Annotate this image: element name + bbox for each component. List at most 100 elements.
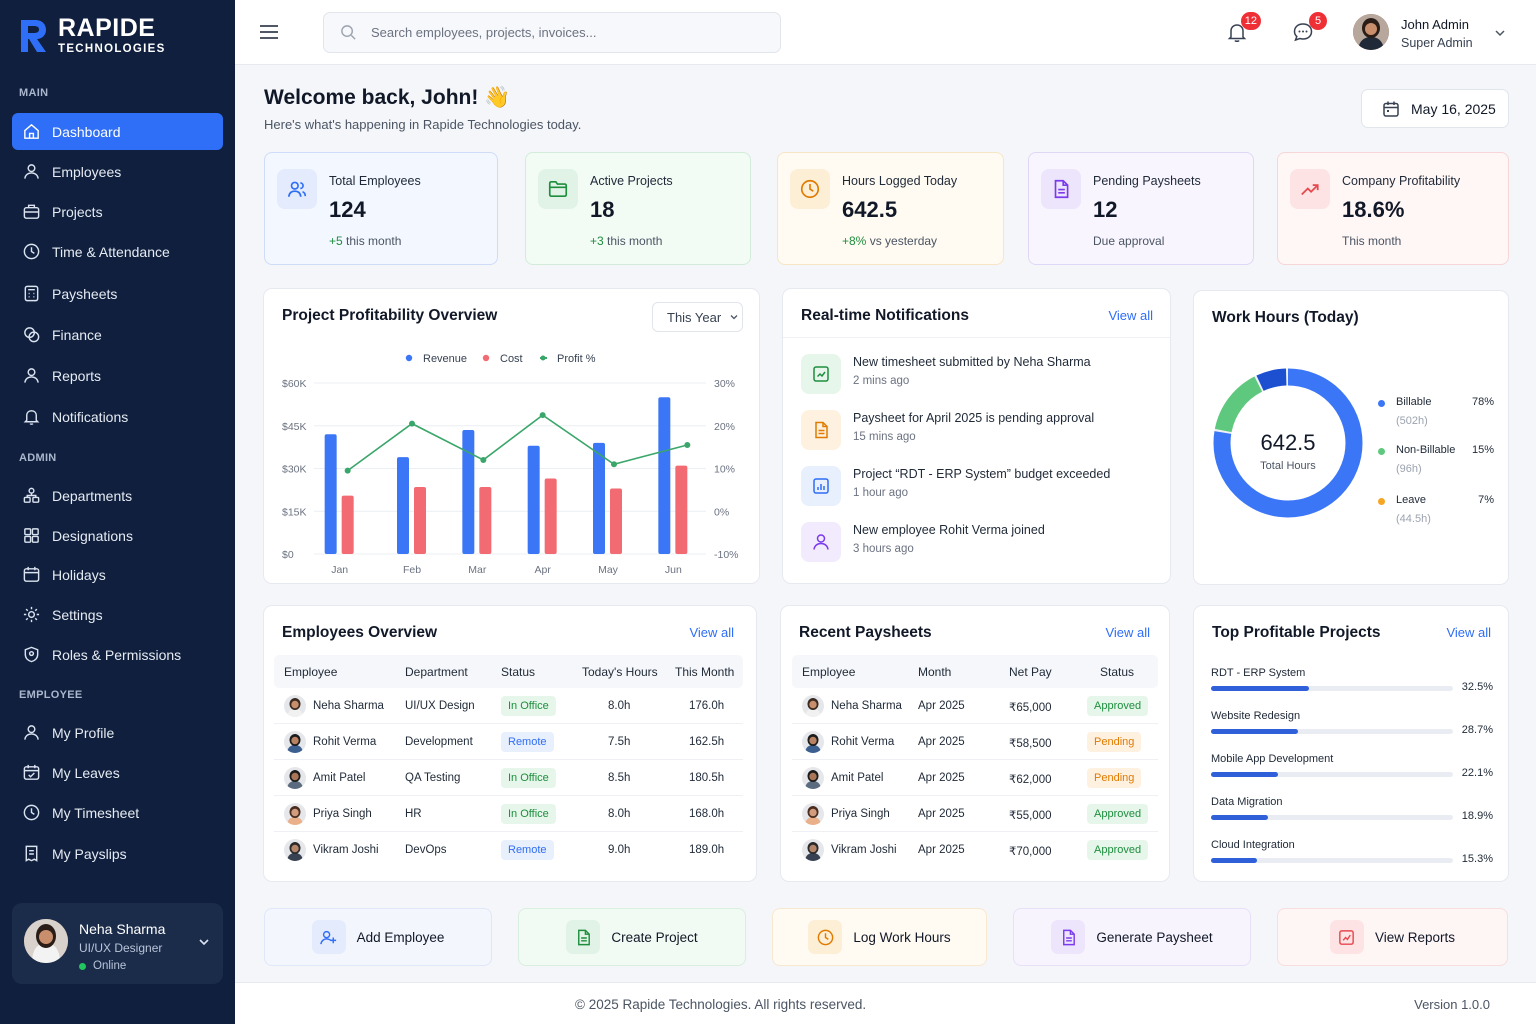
bar-revenue-jan[interactable]: [324, 434, 337, 554]
sidebar-item-label: Dashboard: [52, 123, 121, 140]
bar-cost-feb[interactable]: [414, 487, 426, 554]
bar-cost-may[interactable]: [610, 488, 622, 554]
sidebar-item-finance[interactable]: Finance: [12, 316, 223, 353]
header-user-name[interactable]: John Admin: [1401, 17, 1469, 32]
sidebar-item-projects[interactable]: Projects: [12, 193, 223, 230]
bar-cost-mar[interactable]: [479, 487, 492, 554]
quick-action-generate-paysheet[interactable]: Generate Paysheet: [1013, 908, 1251, 966]
profit-point-jan[interactable]: [344, 467, 351, 474]
messages-button[interactable]: 5: [1291, 12, 1327, 44]
profit-point-mar[interactable]: [480, 456, 487, 463]
sidebar-item-my-profile[interactable]: My Profile: [12, 714, 223, 751]
donut-segment-billable[interactable]: [1213, 368, 1363, 518]
sidebar-item-time-attendance[interactable]: Time & Attendance: [12, 233, 223, 270]
search-input[interactable]: [371, 25, 751, 40]
sidebar-item-my-leaves[interactable]: My Leaves: [12, 754, 223, 791]
sidebar-item-label: My Payslips: [52, 845, 127, 862]
bar-cost-jan[interactable]: [341, 495, 354, 554]
project-item[interactable]: Cloud Integration 15.3%: [1211, 839, 1493, 879]
table-row[interactable]: Priya Singh Apr 2025 ₹55,000 Approved: [792, 796, 1158, 832]
employees-view-all-link[interactable]: View all: [689, 625, 734, 640]
chevron-down-icon[interactable]: [1493, 26, 1507, 40]
project-percent: 15.3%: [1461, 853, 1493, 865]
sidebar-item-notifications[interactable]: Notifications: [12, 398, 223, 435]
notifications-button[interactable]: 12: [1225, 12, 1261, 44]
projects-view-all-link[interactable]: View all: [1446, 625, 1491, 640]
table-row[interactable]: Priya Singh HR In Office 8.0h 168.0h: [274, 796, 743, 832]
y-tick-left: $15K: [282, 506, 307, 518]
bar-cost-apr[interactable]: [544, 478, 557, 554]
table-header: Employee Department Status Today's Hours Thi…: [274, 655, 743, 688]
sidebar-item-my-timesheet[interactable]: My Timesheet: [12, 794, 223, 831]
profit-point-may[interactable]: [611, 461, 617, 468]
project-name: Mobile App Development: [1211, 753, 1334, 765]
sidebar-item-designations[interactable]: Designations: [12, 517, 223, 554]
stat-card-pending-paysheets[interactable]: Pending Paysheets 12 Due approval: [1028, 152, 1254, 265]
y-tick-left: $0: [282, 549, 294, 561]
table-row[interactable]: Neha Sharma UI/UX Design In Office 8.0h 176.…: [274, 688, 743, 724]
profit-point-feb[interactable]: [409, 420, 415, 427]
quick-action-log-work-hours[interactable]: Log Work Hours: [772, 908, 987, 966]
profitability-card: Project Profitability Overview This Year…: [263, 288, 760, 584]
notification-item[interactable]: New timesheet submitted by Neha Sharma 2 …: [801, 351, 1161, 399]
quick-action-add-employee[interactable]: Add Employee: [264, 908, 492, 966]
hamburger-menu-icon[interactable]: [259, 22, 279, 42]
stat-card-company-profitability[interactable]: Company Profitability 18.6% This month: [1277, 152, 1509, 265]
sidebar-item-settings[interactable]: Settings: [12, 596, 223, 633]
bar-revenue-feb[interactable]: [397, 457, 409, 554]
project-item[interactable]: Data Migration 18.9%: [1211, 796, 1493, 836]
today-hours: 9.0h: [608, 844, 631, 856]
search-box[interactable]: [323, 12, 781, 53]
table-row[interactable]: Vikram Joshi Apr 2025 ₹70,000 Approved: [792, 832, 1158, 868]
bar-cost-jun[interactable]: [675, 465, 688, 554]
sidebar-item-roles-permissions[interactable]: Roles & Permissions: [12, 636, 223, 673]
stat-label: Company Profitability: [1342, 174, 1461, 188]
project-item[interactable]: Website Redesign 28.7%: [1211, 710, 1493, 750]
sidebar-item-employees[interactable]: Employees: [12, 153, 223, 190]
stat-card-active-projects[interactable]: Active Projects 18 +3 this month: [525, 152, 751, 265]
bar-revenue-apr[interactable]: [527, 445, 540, 554]
profit-point-jun[interactable]: [684, 441, 691, 448]
sidebar-item-reports[interactable]: Reports: [12, 357, 223, 394]
sidebar-item-departments[interactable]: Departments: [12, 477, 223, 514]
sidebar-item-dashboard[interactable]: Dashboard: [12, 113, 223, 150]
table-row[interactable]: Neha Sharma Apr 2025 ₹65,000 Approved: [792, 688, 1158, 724]
table-row[interactable]: Amit Patel Apr 2025 ₹62,000 Pending: [792, 760, 1158, 796]
today-hours: 8.0h: [608, 700, 631, 712]
date-picker[interactable]: May 16, 2025: [1361, 89, 1509, 128]
profit-point-apr[interactable]: [539, 412, 546, 419]
stat-card-total-employees[interactable]: Total Employees 124 +5 this month: [264, 152, 498, 265]
brand-logo[interactable]: RAPIDE TECHNOLOGIES: [18, 16, 166, 56]
sidebar-item-label: Notifications: [52, 408, 129, 425]
card-title: Top Profitable Projects: [1212, 624, 1381, 641]
project-item[interactable]: Mobile App Development 22.1%: [1211, 753, 1493, 793]
net-pay: ₹62,000: [1009, 774, 1052, 786]
chevron-down-icon[interactable]: [197, 935, 211, 949]
table-row[interactable]: Rohit Verma Development Remote 7.5h 162.5h: [274, 724, 743, 760]
paysheets-view-all-link[interactable]: View all: [1105, 625, 1150, 640]
sidebar-item-holidays[interactable]: Holidays: [12, 556, 223, 593]
period-select[interactable]: This Year: [652, 302, 743, 332]
table-row[interactable]: Rohit Verma Apr 2025 ₹58,500 Pending: [792, 724, 1158, 760]
bar-revenue-may[interactable]: [593, 442, 605, 554]
avatar[interactable]: [1353, 14, 1389, 50]
table-row[interactable]: Amit Patel QA Testing In Office 8.5h 180.5h: [274, 760, 743, 796]
stat-label: Pending Paysheets: [1093, 174, 1201, 188]
quick-action-view-reports[interactable]: View Reports: [1277, 908, 1508, 966]
notification-item[interactable]: New employee Rohit Verma joined 3 hours a…: [801, 519, 1161, 567]
notification-item[interactable]: Project “RDT - ERP System” budget exceed…: [801, 463, 1161, 511]
bar-revenue-jun[interactable]: [658, 397, 671, 554]
sidebar-item-my-payslips[interactable]: My Payslips: [12, 835, 223, 872]
sidebar-item-paysheets[interactable]: Paysheets: [12, 275, 223, 312]
notification-item[interactable]: Paysheet for April 2025 is pending appro…: [801, 407, 1161, 455]
employee-department: Development: [405, 736, 473, 748]
quick-action-create-project[interactable]: Create Project: [518, 908, 746, 966]
page-subtitle: Here's what's happening in Rapide Techno…: [264, 117, 582, 132]
project-item[interactable]: RDT - ERP System 32.5%: [1211, 667, 1493, 707]
column-header: Employee: [284, 665, 338, 679]
notifications-view-all-link[interactable]: View all: [1108, 308, 1153, 323]
table-row[interactable]: Vikram Joshi DevOps Remote 9.0h 189.0h: [274, 832, 743, 868]
stat-card-hours-logged[interactable]: Hours Logged Today 642.5 +8% vs yesterday: [777, 152, 1004, 265]
sidebar-user-card[interactable]: Neha Sharma UI/UX Designer Online: [12, 903, 223, 984]
bar-revenue-mar[interactable]: [462, 430, 475, 554]
